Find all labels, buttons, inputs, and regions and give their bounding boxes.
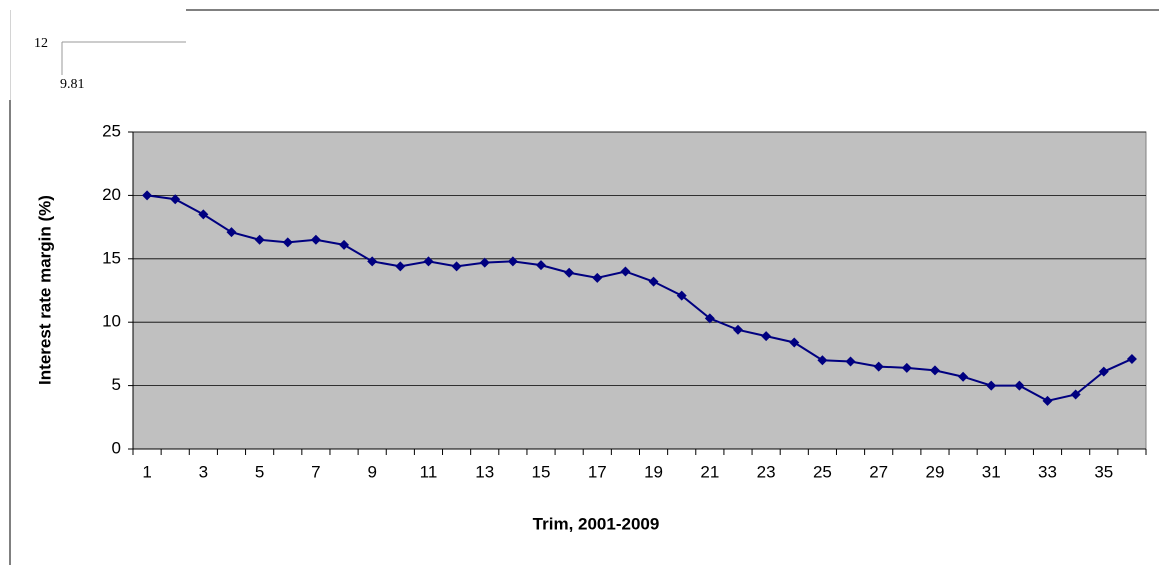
data-point <box>986 380 997 391</box>
data-point <box>254 234 265 245</box>
x-tick-label: 29 <box>925 462 944 481</box>
x-tick-label: 35 <box>1094 462 1113 481</box>
data-point <box>339 239 350 250</box>
data-point <box>958 371 969 382</box>
data-point <box>761 331 772 342</box>
x-tick-label: 3 <box>199 462 208 481</box>
data-point <box>507 256 518 267</box>
data-point <box>1070 389 1081 400</box>
page-border <box>10 10 11 100</box>
y-tick-label: 10 <box>102 312 121 331</box>
data-point <box>817 355 828 366</box>
x-tick-label: 25 <box>813 462 832 481</box>
data-point <box>901 362 912 373</box>
data-point <box>592 272 603 283</box>
data-point <box>198 209 209 220</box>
y-axis-title: Interest rate margin (%) <box>35 195 54 385</box>
data-point <box>873 361 884 372</box>
x-tick-label: 1 <box>142 462 151 481</box>
data-point <box>282 237 293 248</box>
x-tick-label: 17 <box>588 462 607 481</box>
data-point <box>620 266 631 277</box>
x-tick-label: 23 <box>757 462 776 481</box>
data-point <box>648 276 659 287</box>
y-tick-label: 20 <box>102 185 121 204</box>
x-tick-label: 31 <box>982 462 1001 481</box>
data-point <box>142 190 153 201</box>
x-axis-title: Trim, 2001-2009 <box>533 514 660 533</box>
data-point <box>226 227 237 238</box>
data-point <box>310 234 321 245</box>
data-point <box>1126 353 1137 364</box>
data-point <box>1042 395 1053 406</box>
x-tick-label: 9 <box>367 462 376 481</box>
x-tick-label: 11 <box>420 462 438 481</box>
series-line <box>146 194 1133 402</box>
data-point <box>479 257 490 268</box>
annotation: 9.81 <box>60 77 85 92</box>
y-tick-label: 15 <box>102 248 121 267</box>
y-tick-label: 25 <box>102 121 121 140</box>
data-point <box>845 356 856 367</box>
data-point <box>170 194 181 205</box>
data-point <box>789 337 800 348</box>
data-point <box>676 290 687 301</box>
data-point <box>395 261 406 272</box>
data-point <box>451 261 462 272</box>
x-tick-label: 21 <box>700 462 719 481</box>
plot-area <box>132 131 1147 450</box>
data-point <box>732 324 743 335</box>
data-point <box>423 256 434 267</box>
x-tick-label: 15 <box>532 462 551 481</box>
annotation: 12 <box>34 36 48 51</box>
data-point <box>564 267 575 278</box>
x-tick-label: 33 <box>1038 462 1057 481</box>
x-tick-label: 19 <box>644 462 663 481</box>
x-tick-label: 13 <box>475 462 494 481</box>
x-tick-label: 5 <box>255 462 264 481</box>
data-point <box>536 260 547 271</box>
y-tick-label: 0 <box>112 438 121 457</box>
data-point <box>704 313 715 324</box>
y-tick-label: 5 <box>112 375 121 394</box>
data-point <box>1014 380 1025 391</box>
data-point <box>1098 366 1109 377</box>
data-point <box>367 256 378 267</box>
x-tick-label: 7 <box>311 462 320 481</box>
data-point <box>929 365 940 376</box>
x-tick-label: 27 <box>869 462 888 481</box>
